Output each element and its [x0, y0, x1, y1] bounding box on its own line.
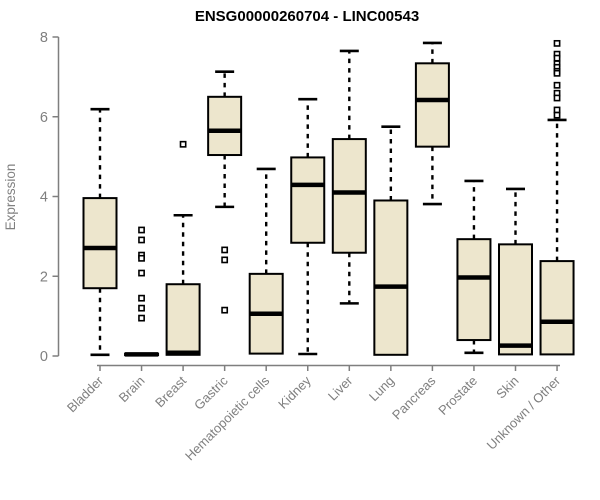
boxplot-bladder [82, 107, 118, 357]
chart-title: ENSG00000260704 - LINC00543 [195, 8, 419, 25]
boxplot-pancreas [414, 41, 450, 206]
boxplot-skin [498, 187, 533, 356]
x-tick-label: Breast [152, 373, 189, 410]
outlier-point [138, 226, 145, 234]
x-tick-label: Unknown / Other [484, 373, 564, 453]
iqr-box [414, 62, 450, 148]
boxes [82, 39, 575, 357]
y-tick-label: 4 [40, 190, 48, 206]
x-tick-label: Pancreas [389, 373, 439, 423]
boxplot-prostate [456, 179, 492, 355]
boxplot-gastric [207, 70, 243, 314]
boxplot-unknown-other [539, 39, 575, 356]
outlier-point [138, 236, 145, 244]
outlier-point [553, 94, 561, 102]
y-axis-label: Expression [3, 164, 18, 231]
iqr-box [498, 243, 533, 356]
outlier-point [138, 314, 145, 322]
iqr-box [82, 197, 118, 290]
x-tick-label: Prostate [435, 373, 480, 418]
x-tick-label: Brain [116, 373, 148, 405]
x-tick-label: Kidney [275, 373, 314, 412]
outlier-point [179, 140, 187, 148]
x-tick-label: Skin [493, 373, 521, 401]
outlier-point [221, 246, 229, 254]
boxplot-hematopoietic-cells [248, 167, 284, 355]
y-tick-label: 0 [40, 349, 48, 365]
outlier-point [553, 69, 561, 77]
boxplot-kidney [290, 97, 326, 356]
outlier-point [553, 81, 561, 89]
outlier-point [138, 294, 145, 302]
boxplot-brain [124, 226, 160, 357]
outlier-point [553, 54, 561, 62]
boxplot-lung [373, 125, 409, 356]
iqr-box [456, 238, 492, 342]
outlier-point [221, 306, 229, 314]
outlier-point [553, 39, 561, 47]
y-tick-label: 2 [40, 269, 48, 285]
x-tick-label: Bladder [64, 373, 107, 416]
outlier-point [221, 256, 229, 264]
iqr-box [165, 283, 201, 356]
boxplot-liver [331, 49, 367, 305]
outlier-point [138, 304, 145, 312]
y-tick-label: 6 [40, 110, 48, 126]
iqr-box [290, 156, 326, 244]
outlier-point [553, 111, 561, 119]
outlier-point [138, 269, 145, 277]
iqr-box [207, 95, 243, 157]
outlier-point [138, 254, 145, 262]
iqr-box [373, 199, 409, 356]
x-tick-label: Liver [325, 373, 356, 404]
boxplot-breast [165, 140, 201, 356]
iqr-box [331, 138, 367, 254]
x-tick-label: Lung [366, 373, 397, 404]
x-tick-label: Gastric [191, 373, 231, 413]
iqr-box [539, 260, 575, 356]
y-tick-label: 8 [40, 30, 48, 46]
